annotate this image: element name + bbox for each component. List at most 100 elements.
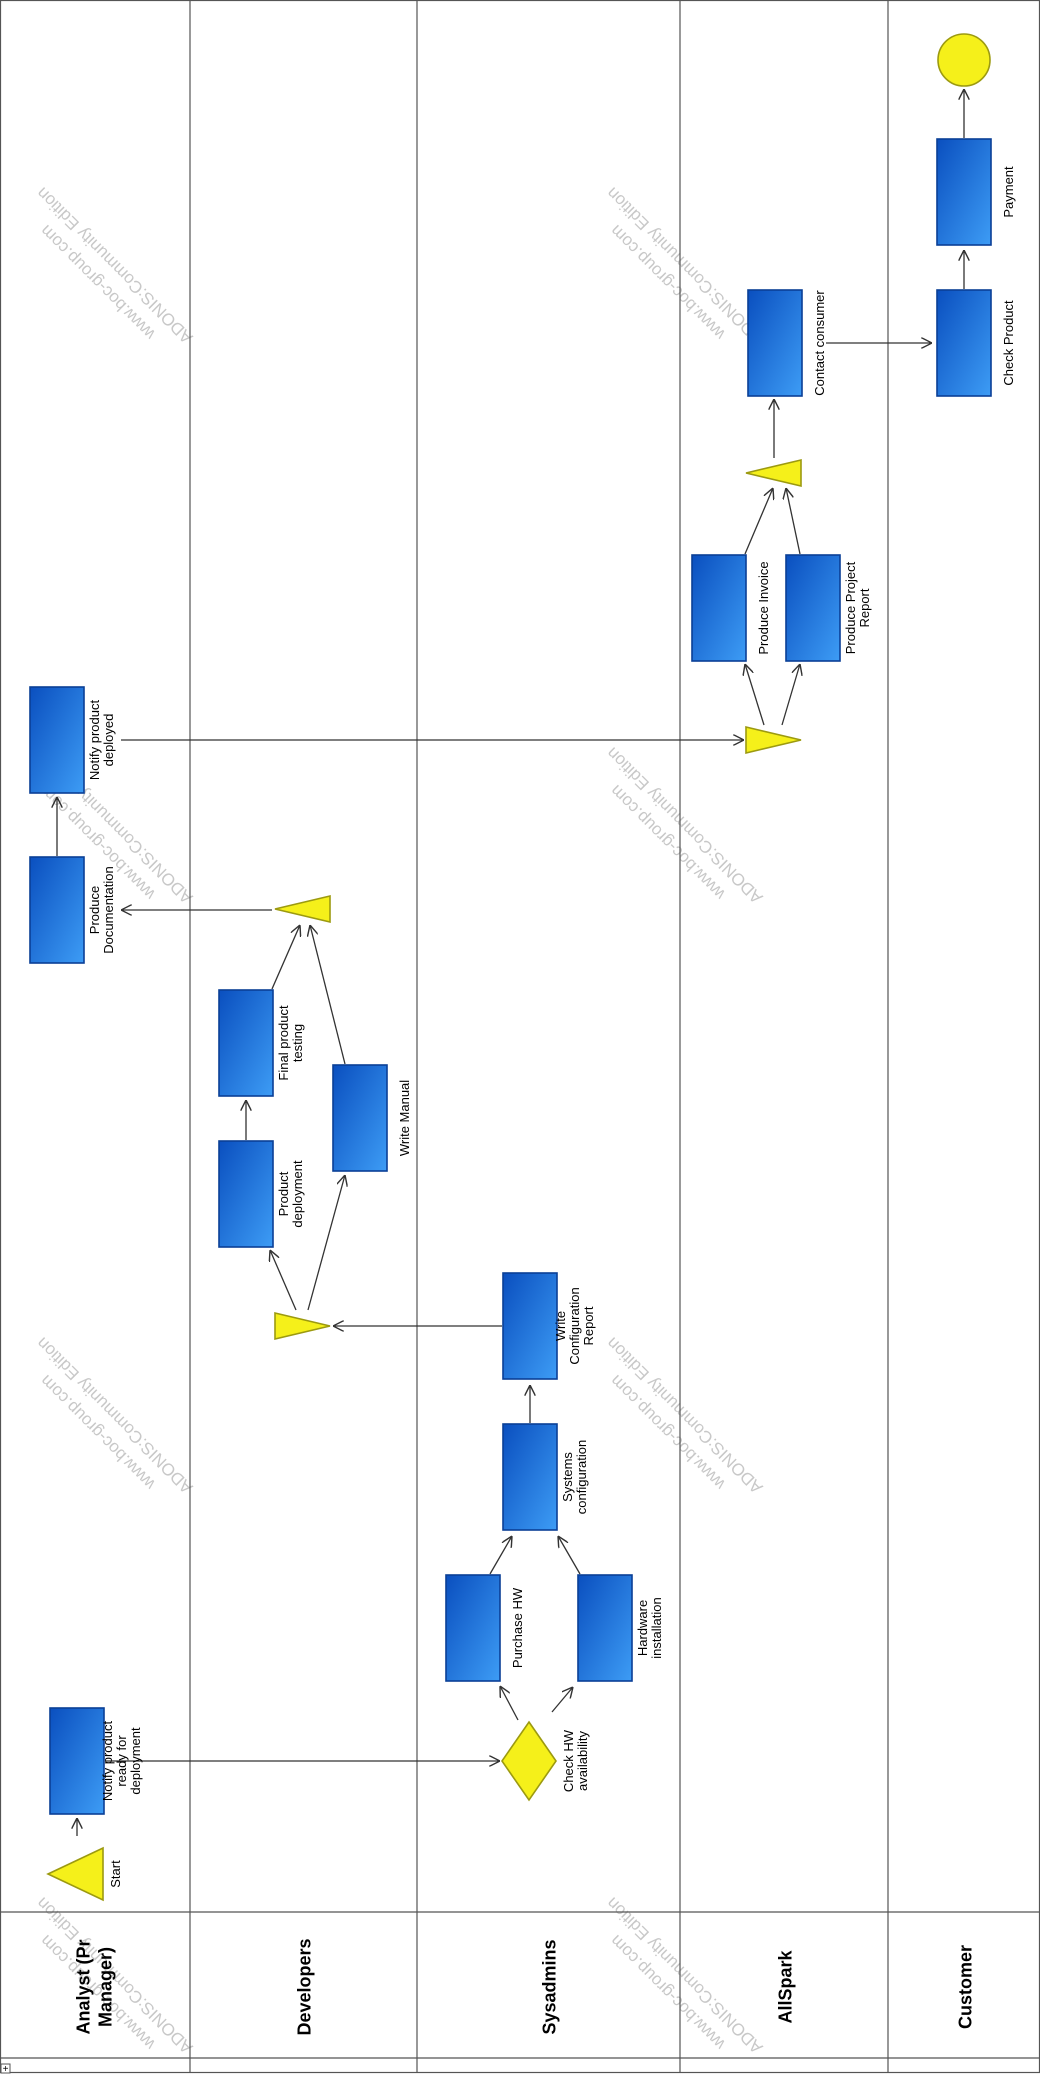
decision-label-line: Check HW	[561, 1729, 576, 1792]
split-gateway-developers[interactable]	[275, 1313, 330, 1339]
decision-label-line: availability	[575, 1731, 590, 1791]
connector-report-to-join	[786, 488, 800, 554]
task-check-product[interactable]: Check Product	[937, 290, 1016, 396]
task-box[interactable]	[692, 555, 746, 661]
watermark-edition: ADONIS:Community Edition	[603, 1334, 767, 1498]
task-box[interactable]	[333, 1065, 387, 1171]
task-label-write-manual: Write Manual	[397, 1080, 412, 1156]
task-label-notify-ready: Notify product ready for deployment	[100, 1721, 143, 1802]
decision-check-hw[interactable]: Check HW availability	[502, 1722, 590, 1800]
lane-label-analyst-line: Analyst (Pr	[74, 1939, 94, 2034]
lane-label-sysadmins: Sysadmins	[540, 1939, 560, 2034]
task-label-sys-config: Systems configuration	[560, 1440, 589, 1514]
task-notify-deployed[interactable]: Notify product deployed	[30, 687, 116, 793]
task-payment[interactable]: Payment	[937, 139, 1016, 245]
task-box[interactable]	[503, 1424, 557, 1530]
task-label-hw-install: Hardware installation	[635, 1597, 664, 1658]
task-label-write-config: Write Configuration Report	[553, 1287, 596, 1364]
task-label-notify-ready-line: deployment	[128, 1727, 143, 1795]
task-label-produce-report: Produce Project Report	[843, 561, 872, 654]
task-label-check-product-line: Check Product	[1001, 300, 1016, 386]
task-label-sys-config-line: Systems	[560, 1452, 575, 1502]
task-label-purchase-hw: Purchase HW	[510, 1587, 525, 1668]
task-box[interactable]	[30, 687, 84, 793]
lane-label-customer-line: Customer	[956, 1945, 976, 2029]
task-label-payment-line: Payment	[1001, 166, 1016, 218]
connector-split-to-report	[782, 664, 800, 725]
task-box[interactable]	[446, 1575, 500, 1681]
task-label-hw-install-line: Hardware	[635, 1600, 650, 1656]
connector-decision-to-purchase	[500, 1686, 518, 1720]
lane-label-customer: Customer	[956, 1945, 976, 2029]
task-write-manual[interactable]: Write Manual	[333, 1065, 412, 1171]
watermark: www.boc-group.comADONIS:Community Editio…	[586, 744, 767, 925]
task-hw-install[interactable]: Hardware installation	[578, 1575, 664, 1681]
join-gateway-allspark[interactable]	[746, 460, 801, 486]
task-label-produce-doc-line: Produce	[87, 886, 102, 934]
connector-testing-to-join	[272, 925, 300, 989]
connector-decision-to-hwinstall	[552, 1687, 573, 1712]
task-box[interactable]	[30, 857, 84, 963]
task-label-sys-config-line: configuration	[574, 1440, 589, 1514]
task-label-write-config-line: Report	[581, 1306, 596, 1345]
task-sys-config[interactable]: Systems configuration	[503, 1424, 589, 1530]
task-label-produce-invoice-line: Produce Invoice	[756, 561, 771, 654]
task-label-check-product: Check Product	[1001, 300, 1016, 386]
connector-split-to-manual	[308, 1175, 345, 1310]
task-box[interactable]	[219, 1141, 273, 1247]
task-notify-ready[interactable]: Notify product ready for deployment	[50, 1708, 143, 1814]
task-label-write-manual-line: Write Manual	[397, 1080, 412, 1156]
task-label-contact-consumer: Contact consumer	[812, 290, 827, 396]
start-event-label-line: Start	[108, 1860, 123, 1888]
task-label-produce-doc-line: Documentation	[101, 866, 116, 953]
task-final-testing[interactable]: Final product testing	[219, 990, 305, 1096]
task-produce-doc[interactable]: Produce Documentation	[30, 857, 116, 963]
lane-label-allspark: AllSpark	[776, 1949, 796, 2023]
end-event[interactable]	[938, 34, 990, 86]
lane-label-developers-line: Developers	[295, 1938, 315, 2035]
join-gateway-developers[interactable]	[275, 896, 330, 922]
task-box[interactable]	[578, 1575, 632, 1681]
connector-split-to-deploy	[270, 1250, 296, 1310]
decision-shape[interactable]	[502, 1722, 556, 1800]
task-label-final-testing-line: Final product	[276, 1005, 291, 1081]
task-box[interactable]	[748, 290, 802, 396]
task-label-purchase-hw-line: Purchase HW	[510, 1587, 525, 1668]
task-label-notify-deployed: Notify product deployed	[87, 700, 116, 781]
task-box[interactable]	[937, 139, 991, 245]
expand-marker[interactable]: +	[3, 2064, 9, 2075]
task-box[interactable]	[219, 990, 273, 1096]
lane-label-allspark-line: AllSpark	[776, 1949, 796, 2023]
task-label-payment: Payment	[1001, 166, 1016, 218]
task-product-deploy[interactable]: Product deployment	[219, 1141, 305, 1247]
connector-manual-to-join	[310, 925, 345, 1064]
watermark-edition: ADONIS:Community Edition	[603, 1894, 767, 2058]
connector-invoice-to-join	[745, 488, 773, 554]
start-event-shape[interactable]	[48, 1848, 103, 1900]
split-gateway-allspark[interactable]	[746, 727, 801, 753]
task-contact-consumer[interactable]: Contact consumer	[748, 290, 827, 396]
decision-label: Check HW availability	[561, 1729, 590, 1792]
task-box[interactable]	[937, 290, 991, 396]
lane-label-analyst-line: Manager)	[96, 1947, 116, 2027]
task-box[interactable]	[503, 1273, 557, 1379]
task-produce-report[interactable]: Produce Project Report	[786, 555, 872, 661]
task-write-config[interactable]: Write Configuration Report	[503, 1273, 596, 1379]
task-label-product-deploy: Product deployment	[276, 1160, 305, 1228]
task-box[interactable]	[786, 555, 840, 661]
task-produce-invoice[interactable]: Produce Invoice	[692, 555, 771, 661]
connector-purchase-to-sysconfig	[490, 1536, 512, 1574]
task-label-final-testing: Final product testing	[276, 1005, 305, 1081]
task-box[interactable]	[50, 1708, 104, 1814]
task-label-hw-install-line: installation	[649, 1597, 664, 1658]
task-purchase-hw[interactable]: Purchase HW	[446, 1575, 525, 1681]
start-event[interactable]: Start	[48, 1848, 123, 1900]
task-label-product-deploy-line: deployment	[290, 1160, 305, 1228]
task-label-notify-ready-line: Notify product	[100, 1721, 115, 1802]
